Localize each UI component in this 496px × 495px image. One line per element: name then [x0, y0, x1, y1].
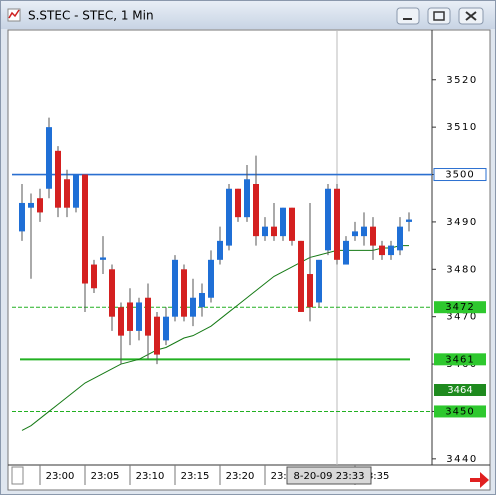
candle-body — [289, 207, 295, 241]
candle-body — [136, 302, 142, 331]
scroll-box[interactable] — [11, 466, 24, 485]
level-label: 3500 — [445, 170, 474, 181]
candle-body — [199, 292, 205, 308]
candle-body — [145, 297, 151, 336]
candle-body — [37, 198, 43, 213]
candle-body — [262, 226, 268, 237]
x-tick-label: 23:20 — [226, 471, 255, 482]
window-icon — [7, 8, 21, 22]
y-tick-label: 3520 — [446, 75, 477, 86]
candle-body — [280, 207, 286, 237]
candle-body — [19, 202, 25, 232]
candle-body — [154, 316, 160, 355]
y-tick-label: 3480 — [446, 264, 477, 275]
candle-body — [163, 316, 169, 341]
level-label: 3472 — [445, 302, 474, 313]
y-tick-label: 3510 — [446, 122, 477, 133]
candle-body — [406, 219, 412, 222]
x-tick-label: 23:05 — [91, 471, 120, 482]
last-price-box — [434, 384, 486, 396]
candle-body — [343, 240, 349, 265]
candle-body — [55, 150, 61, 208]
last-price-label: 3464 — [447, 385, 472, 396]
minimize-button[interactable] — [396, 7, 420, 25]
x-tick-label: 23:00 — [46, 471, 75, 482]
close-button[interactable] — [458, 7, 484, 25]
crosshair-label: 8-20-09 23:33 — [293, 471, 364, 482]
x-tick-label: 23:25 — [271, 471, 300, 482]
x-tick-label: 23:15 — [181, 471, 210, 482]
overlay: 8-20-09 23:33 3464 3500 3472 3461 3450 — [286, 168, 487, 485]
candle-body — [388, 245, 394, 256]
candle-body — [325, 188, 331, 251]
candle-body — [253, 184, 259, 237]
candle-body — [208, 259, 214, 298]
candle-body — [298, 240, 304, 312]
candle-body — [397, 226, 403, 251]
candle-body — [64, 179, 70, 208]
candle-body — [307, 274, 313, 308]
candle-body — [127, 302, 133, 331]
candle-body — [91, 264, 97, 289]
chart-panel — [7, 29, 491, 491]
candle-body — [244, 179, 250, 218]
level-box — [434, 405, 486, 418]
maximize-button[interactable] — [427, 7, 451, 25]
level-box — [434, 353, 486, 366]
x-tick-label: 23:35 — [361, 471, 390, 482]
candle-body — [28, 202, 34, 208]
candle-body — [100, 257, 106, 260]
y-tick-label: 3470 — [446, 312, 477, 323]
x-tick-label: 23:10 — [136, 471, 165, 482]
candle-body — [109, 269, 115, 317]
candle-body — [82, 174, 88, 284]
candle-body — [190, 297, 196, 317]
level-label: 3461 — [445, 354, 474, 365]
candle-body — [334, 188, 340, 260]
candle-body — [46, 127, 52, 189]
candle-body — [217, 240, 223, 260]
chart-title: S.STEC - STEC, 1 Min — [28, 9, 154, 23]
level-label: 3450 — [445, 406, 474, 417]
scroll-right-arrow[interactable] — [470, 472, 489, 488]
candle-body — [361, 226, 367, 237]
crosshair-box — [286, 466, 372, 485]
candle-body — [316, 259, 322, 303]
candle-body — [172, 259, 178, 317]
candle-body — [118, 307, 124, 336]
level-box — [433, 168, 487, 182]
y-tick-label: 3490 — [446, 217, 477, 228]
candle-body — [235, 188, 241, 218]
y-tick-label: 3440 — [446, 454, 477, 465]
candle-body — [226, 188, 232, 246]
candle-body — [379, 245, 385, 256]
candle-body — [370, 226, 376, 246]
candle-body — [181, 269, 187, 317]
candle-body — [73, 174, 79, 208]
level-box — [434, 301, 486, 314]
candle-body — [352, 231, 358, 237]
candle-body — [271, 226, 277, 237]
